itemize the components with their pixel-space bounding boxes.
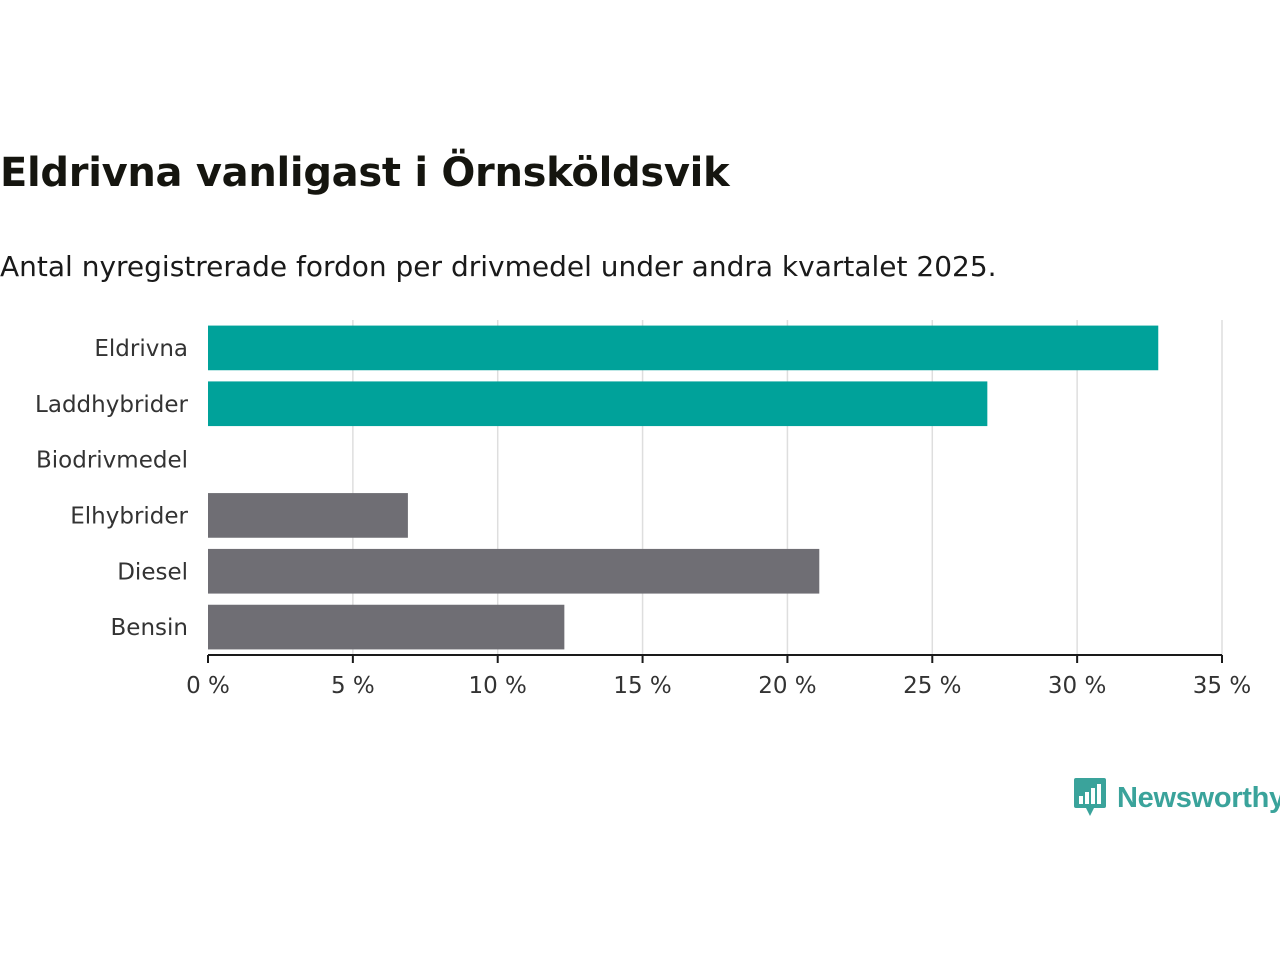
bar-chart: Eldrivna Laddhybrider Biodrivmedel Elhybrid… xyxy=(35,320,1251,699)
category-label: Bensin xyxy=(111,615,188,641)
x-tick-label: 35 % xyxy=(1193,673,1251,699)
bar xyxy=(208,381,988,427)
gridlines xyxy=(352,320,1223,655)
bar xyxy=(208,493,408,538)
x-tick-label: 10 % xyxy=(468,673,526,699)
category-label: Elhybrider xyxy=(70,503,188,529)
category-label: Diesel xyxy=(117,559,188,585)
x-tick-label: 15 % xyxy=(613,673,671,699)
brand-name: Newsworthy xyxy=(1117,781,1280,814)
bar-chart-speech-bubble-icon xyxy=(1074,778,1106,816)
x-tick-label: 5 % xyxy=(331,673,375,699)
chart-title: Eldrivna vanligast i Örnsköldsvik xyxy=(0,150,730,196)
bar xyxy=(208,325,1159,371)
category-label: Biodrivmedel xyxy=(36,448,188,474)
chart-subtitle: Antal nyregistrerade fordon per drivmede… xyxy=(0,250,997,283)
category-label: Laddhybrider xyxy=(35,392,188,418)
category-label: Eldrivna xyxy=(94,336,188,362)
bars xyxy=(208,325,1159,650)
x-tick-label: 25 % xyxy=(903,673,961,699)
category-labels: Eldrivna Laddhybrider Biodrivmedel Elhybrid… xyxy=(35,336,188,641)
x-axis: 0 % 5 % 10 % 15 % 20 % 25 % 30 % 35 % xyxy=(186,654,1251,699)
x-tick-label: 0 % xyxy=(186,673,230,699)
x-tick-label: 30 % xyxy=(1048,673,1106,699)
newsworthy-logo: Newsworthy xyxy=(1072,776,1280,820)
bar xyxy=(208,548,820,594)
x-tick-label: 20 % xyxy=(758,673,816,699)
bar xyxy=(208,604,565,650)
